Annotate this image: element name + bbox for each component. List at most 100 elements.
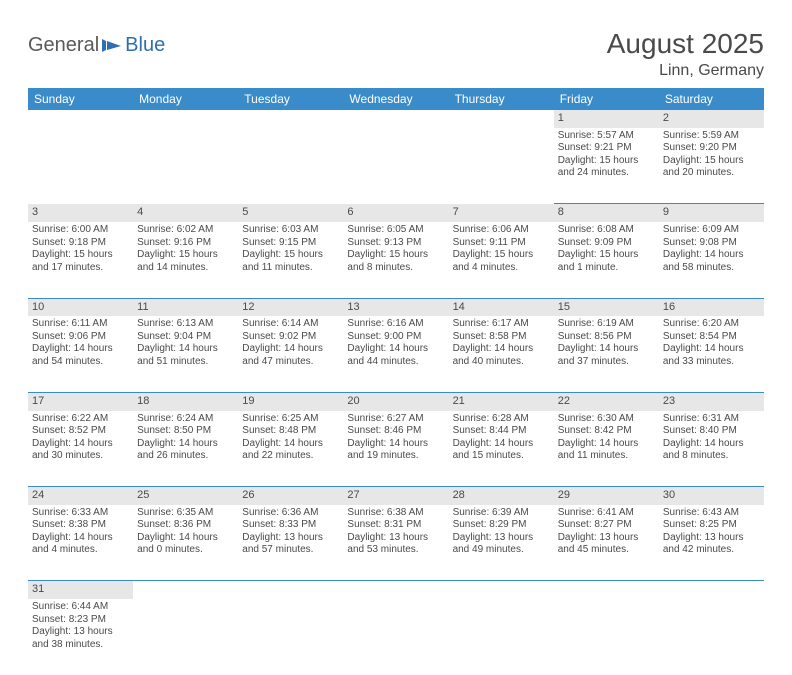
day-cell: Sunrise: 6:14 AMSunset: 9:02 PMDaylight:… xyxy=(238,316,343,392)
daynum-cell: 3 xyxy=(28,204,133,222)
daylight-text: Daylight: 13 hours and 53 minutes. xyxy=(347,532,444,557)
day-content: Sunrise: 6:24 AMSunset: 8:50 PMDaylight:… xyxy=(133,411,238,467)
daylight-text: Daylight: 13 hours and 49 minutes. xyxy=(453,532,550,557)
day-cell xyxy=(133,599,238,675)
sunrise-text: Sunrise: 6:00 AM xyxy=(32,224,129,237)
day-content: Sunrise: 6:13 AMSunset: 9:04 PMDaylight:… xyxy=(133,316,238,372)
location-label: Linn, Germany xyxy=(607,62,764,80)
daynum-cell: 31 xyxy=(28,581,133,599)
day-number: 6 xyxy=(343,204,448,222)
logo-text-general: General xyxy=(28,34,99,57)
sunset-text: Sunset: 8:40 PM xyxy=(663,425,760,438)
day-number: 4 xyxy=(133,204,238,222)
sunrise-text: Sunrise: 6:19 AM xyxy=(558,318,655,331)
sunrise-text: Sunrise: 6:30 AM xyxy=(558,413,655,426)
daynum-cell: 2 xyxy=(659,110,764,128)
day-content: Sunrise: 6:16 AMSunset: 9:00 PMDaylight:… xyxy=(343,316,448,372)
day-content: Sunrise: 6:25 AMSunset: 8:48 PMDaylight:… xyxy=(238,411,343,467)
sunrise-text: Sunrise: 6:33 AM xyxy=(32,507,129,520)
sunrise-text: Sunrise: 6:11 AM xyxy=(32,318,129,331)
daylight-text: Daylight: 15 hours and 11 minutes. xyxy=(242,249,339,274)
day-content: Sunrise: 5:57 AMSunset: 9:21 PMDaylight:… xyxy=(554,128,659,184)
sunset-text: Sunset: 8:29 PM xyxy=(453,519,550,532)
day-cell xyxy=(28,128,133,204)
daynum-cell: 27 xyxy=(343,487,448,505)
sunrise-text: Sunrise: 6:14 AM xyxy=(242,318,339,331)
day-number: 5 xyxy=(238,204,343,222)
week-row: Sunrise: 6:11 AMSunset: 9:06 PMDaylight:… xyxy=(28,316,764,392)
day-cell: Sunrise: 6:02 AMSunset: 9:16 PMDaylight:… xyxy=(133,222,238,298)
weekday-header: Sunday xyxy=(28,88,133,110)
daynum-row: 31 xyxy=(28,581,764,599)
daylight-text: Daylight: 14 hours and 40 minutes. xyxy=(453,343,550,368)
sunrise-text: Sunrise: 6:25 AM xyxy=(242,413,339,426)
day-cell: Sunrise: 6:38 AMSunset: 8:31 PMDaylight:… xyxy=(343,505,448,581)
sunset-text: Sunset: 9:13 PM xyxy=(347,237,444,250)
weekday-header: Tuesday xyxy=(238,88,343,110)
day-cell: Sunrise: 6:06 AMSunset: 9:11 PMDaylight:… xyxy=(449,222,554,298)
day-content: Sunrise: 6:28 AMSunset: 8:44 PMDaylight:… xyxy=(449,411,554,467)
week-row: Sunrise: 6:22 AMSunset: 8:52 PMDaylight:… xyxy=(28,411,764,487)
daynum-cell: 28 xyxy=(449,487,554,505)
day-cell: Sunrise: 6:30 AMSunset: 8:42 PMDaylight:… xyxy=(554,411,659,487)
day-cell: Sunrise: 6:27 AMSunset: 8:46 PMDaylight:… xyxy=(343,411,448,487)
week-row: Sunrise: 6:44 AMSunset: 8:23 PMDaylight:… xyxy=(28,599,764,675)
day-content: Sunrise: 6:44 AMSunset: 8:23 PMDaylight:… xyxy=(28,599,133,655)
sunset-text: Sunset: 8:44 PM xyxy=(453,425,550,438)
sunset-text: Sunset: 8:27 PM xyxy=(558,519,655,532)
daylight-text: Daylight: 13 hours and 45 minutes. xyxy=(558,532,655,557)
day-cell xyxy=(343,128,448,204)
sunrise-text: Sunrise: 6:27 AM xyxy=(347,413,444,426)
sunset-text: Sunset: 8:31 PM xyxy=(347,519,444,532)
daylight-text: Daylight: 14 hours and 51 minutes. xyxy=(137,343,234,368)
day-cell: Sunrise: 6:13 AMSunset: 9:04 PMDaylight:… xyxy=(133,316,238,392)
daylight-text: Daylight: 13 hours and 38 minutes. xyxy=(32,626,129,651)
daylight-text: Daylight: 15 hours and 4 minutes. xyxy=(453,249,550,274)
sunset-text: Sunset: 8:38 PM xyxy=(32,519,129,532)
daylight-text: Daylight: 14 hours and 19 minutes. xyxy=(347,438,444,463)
day-number: 20 xyxy=(343,393,448,411)
day-number: 14 xyxy=(449,299,554,317)
day-cell: Sunrise: 6:39 AMSunset: 8:29 PMDaylight:… xyxy=(449,505,554,581)
daylight-text: Daylight: 13 hours and 57 minutes. xyxy=(242,532,339,557)
day-content: Sunrise: 6:43 AMSunset: 8:25 PMDaylight:… xyxy=(659,505,764,561)
day-cell: Sunrise: 6:20 AMSunset: 8:54 PMDaylight:… xyxy=(659,316,764,392)
daynum-cell: 18 xyxy=(133,392,238,410)
daylight-text: Daylight: 14 hours and 4 minutes. xyxy=(32,532,129,557)
sunrise-text: Sunrise: 6:05 AM xyxy=(347,224,444,237)
daylight-text: Daylight: 15 hours and 14 minutes. xyxy=(137,249,234,274)
sunset-text: Sunset: 8:23 PM xyxy=(32,614,129,627)
daylight-text: Daylight: 14 hours and 0 minutes. xyxy=(137,532,234,557)
day-content: Sunrise: 6:20 AMSunset: 8:54 PMDaylight:… xyxy=(659,316,764,372)
day-cell: Sunrise: 6:44 AMSunset: 8:23 PMDaylight:… xyxy=(28,599,133,675)
sunrise-text: Sunrise: 6:31 AM xyxy=(663,413,760,426)
day-number: 11 xyxy=(133,299,238,317)
sunset-text: Sunset: 8:58 PM xyxy=(453,331,550,344)
day-number: 31 xyxy=(28,581,133,599)
daynum-cell: 25 xyxy=(133,487,238,505)
day-number: 17 xyxy=(28,393,133,411)
daylight-text: Daylight: 14 hours and 54 minutes. xyxy=(32,343,129,368)
daynum-row: 24252627282930 xyxy=(28,487,764,505)
logo-text-blue: Blue xyxy=(125,34,165,57)
daynum-cell xyxy=(28,110,133,128)
daynum-cell: 9 xyxy=(659,204,764,222)
day-content: Sunrise: 6:22 AMSunset: 8:52 PMDaylight:… xyxy=(28,411,133,467)
day-cell: Sunrise: 6:36 AMSunset: 8:33 PMDaylight:… xyxy=(238,505,343,581)
daynum-cell: 19 xyxy=(238,392,343,410)
daynum-cell xyxy=(554,581,659,599)
sunset-text: Sunset: 8:46 PM xyxy=(347,425,444,438)
sunset-text: Sunset: 9:11 PM xyxy=(453,237,550,250)
day-cell xyxy=(659,599,764,675)
daylight-text: Daylight: 14 hours and 11 minutes. xyxy=(558,438,655,463)
daynum-cell: 22 xyxy=(554,392,659,410)
day-number: 27 xyxy=(343,487,448,505)
day-cell xyxy=(238,599,343,675)
sunrise-text: Sunrise: 6:22 AM xyxy=(32,413,129,426)
day-content: Sunrise: 6:36 AMSunset: 8:33 PMDaylight:… xyxy=(238,505,343,561)
daynum-row: 17181920212223 xyxy=(28,392,764,410)
day-cell: Sunrise: 6:24 AMSunset: 8:50 PMDaylight:… xyxy=(133,411,238,487)
daynum-cell xyxy=(238,581,343,599)
day-content: Sunrise: 6:35 AMSunset: 8:36 PMDaylight:… xyxy=(133,505,238,561)
daynum-cell: 1 xyxy=(554,110,659,128)
